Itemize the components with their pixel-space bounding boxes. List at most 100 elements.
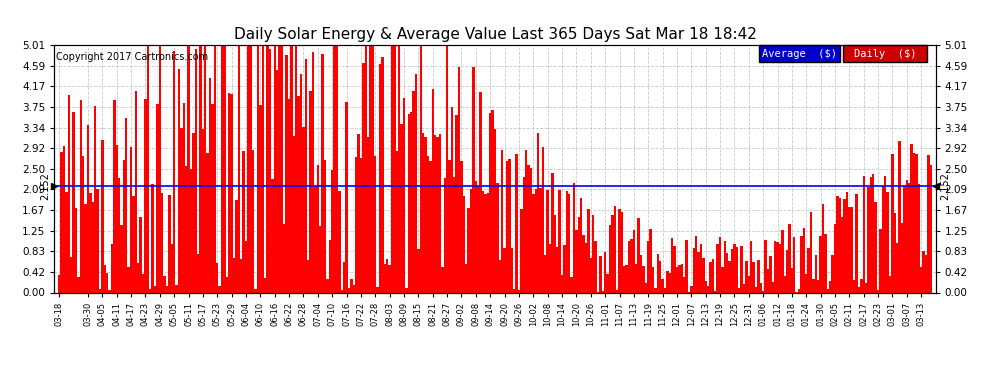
Bar <box>276 70 278 292</box>
Bar <box>516 154 518 292</box>
Bar <box>450 106 453 292</box>
Bar <box>446 45 448 292</box>
Bar <box>99 289 101 292</box>
Bar <box>702 258 705 292</box>
Bar <box>142 274 145 292</box>
Bar <box>236 201 238 292</box>
Bar <box>668 273 671 292</box>
Bar <box>231 94 233 292</box>
Bar <box>224 45 226 292</box>
Bar <box>548 244 551 292</box>
Bar <box>779 244 781 292</box>
Bar <box>872 174 874 292</box>
Bar <box>611 214 614 292</box>
Bar <box>429 160 432 292</box>
Bar <box>853 280 855 292</box>
Bar <box>532 194 535 292</box>
Bar <box>798 289 800 292</box>
Bar <box>638 218 640 292</box>
Bar <box>170 244 173 292</box>
Bar <box>869 177 872 292</box>
Bar <box>707 286 709 292</box>
Bar <box>243 152 245 292</box>
Bar <box>643 266 644 292</box>
Text: 2.152: 2.152 <box>40 172 50 200</box>
Bar <box>759 283 762 292</box>
Bar <box>754 287 757 292</box>
Bar <box>899 141 901 292</box>
Bar <box>812 279 815 292</box>
Bar <box>783 276 786 292</box>
Bar <box>511 248 513 292</box>
Bar <box>540 188 542 292</box>
Bar <box>482 191 484 292</box>
Bar <box>862 176 865 292</box>
Bar <box>614 206 616 292</box>
Bar <box>87 124 89 292</box>
Bar <box>194 49 197 292</box>
Bar <box>700 244 702 292</box>
Bar <box>245 241 248 292</box>
Bar <box>187 45 190 292</box>
Bar <box>278 45 281 292</box>
Bar <box>182 104 185 292</box>
Bar <box>867 187 869 292</box>
Bar <box>786 249 788 292</box>
Bar <box>747 276 750 292</box>
Bar <box>690 286 693 292</box>
Bar <box>350 279 352 292</box>
Bar <box>513 289 516 292</box>
Bar <box>264 278 266 292</box>
Bar <box>551 173 553 292</box>
Bar <box>619 209 621 292</box>
Bar <box>367 137 369 292</box>
Bar <box>815 255 817 292</box>
Bar <box>587 209 590 292</box>
Bar <box>621 212 623 292</box>
Bar <box>719 237 722 292</box>
Bar <box>453 177 455 292</box>
Bar <box>58 276 60 292</box>
Bar <box>542 147 545 292</box>
Bar <box>776 242 779 292</box>
Bar <box>111 244 113 292</box>
Bar <box>89 193 91 292</box>
Bar <box>570 278 573 292</box>
Bar <box>180 128 182 292</box>
Bar <box>221 45 224 292</box>
Bar <box>837 196 839 292</box>
Bar <box>839 198 841 292</box>
Bar <box>771 282 774 292</box>
Bar <box>376 287 379 292</box>
Bar <box>343 262 346 292</box>
Bar <box>415 74 417 292</box>
Bar <box>722 267 724 292</box>
Bar <box>874 202 877 292</box>
Bar <box>537 134 540 292</box>
Bar <box>729 261 731 292</box>
Bar <box>829 280 832 292</box>
Bar <box>285 55 288 292</box>
Bar <box>314 186 317 292</box>
Bar <box>357 134 359 292</box>
Bar <box>845 192 848 292</box>
Bar <box>336 45 339 292</box>
Bar <box>216 263 219 292</box>
Bar <box>312 52 314 292</box>
Bar <box>60 152 62 292</box>
Bar <box>717 244 719 292</box>
Bar <box>602 291 604 292</box>
Bar <box>211 104 214 292</box>
Bar <box>520 209 523 292</box>
Bar <box>525 150 528 292</box>
Bar <box>573 183 575 292</box>
Bar <box>882 186 884 292</box>
Bar <box>825 234 827 292</box>
Bar <box>101 140 104 292</box>
Bar <box>918 184 920 292</box>
Bar <box>261 45 264 292</box>
Bar <box>396 151 398 292</box>
Bar <box>268 49 271 292</box>
Bar <box>680 264 683 292</box>
Bar <box>489 113 491 292</box>
